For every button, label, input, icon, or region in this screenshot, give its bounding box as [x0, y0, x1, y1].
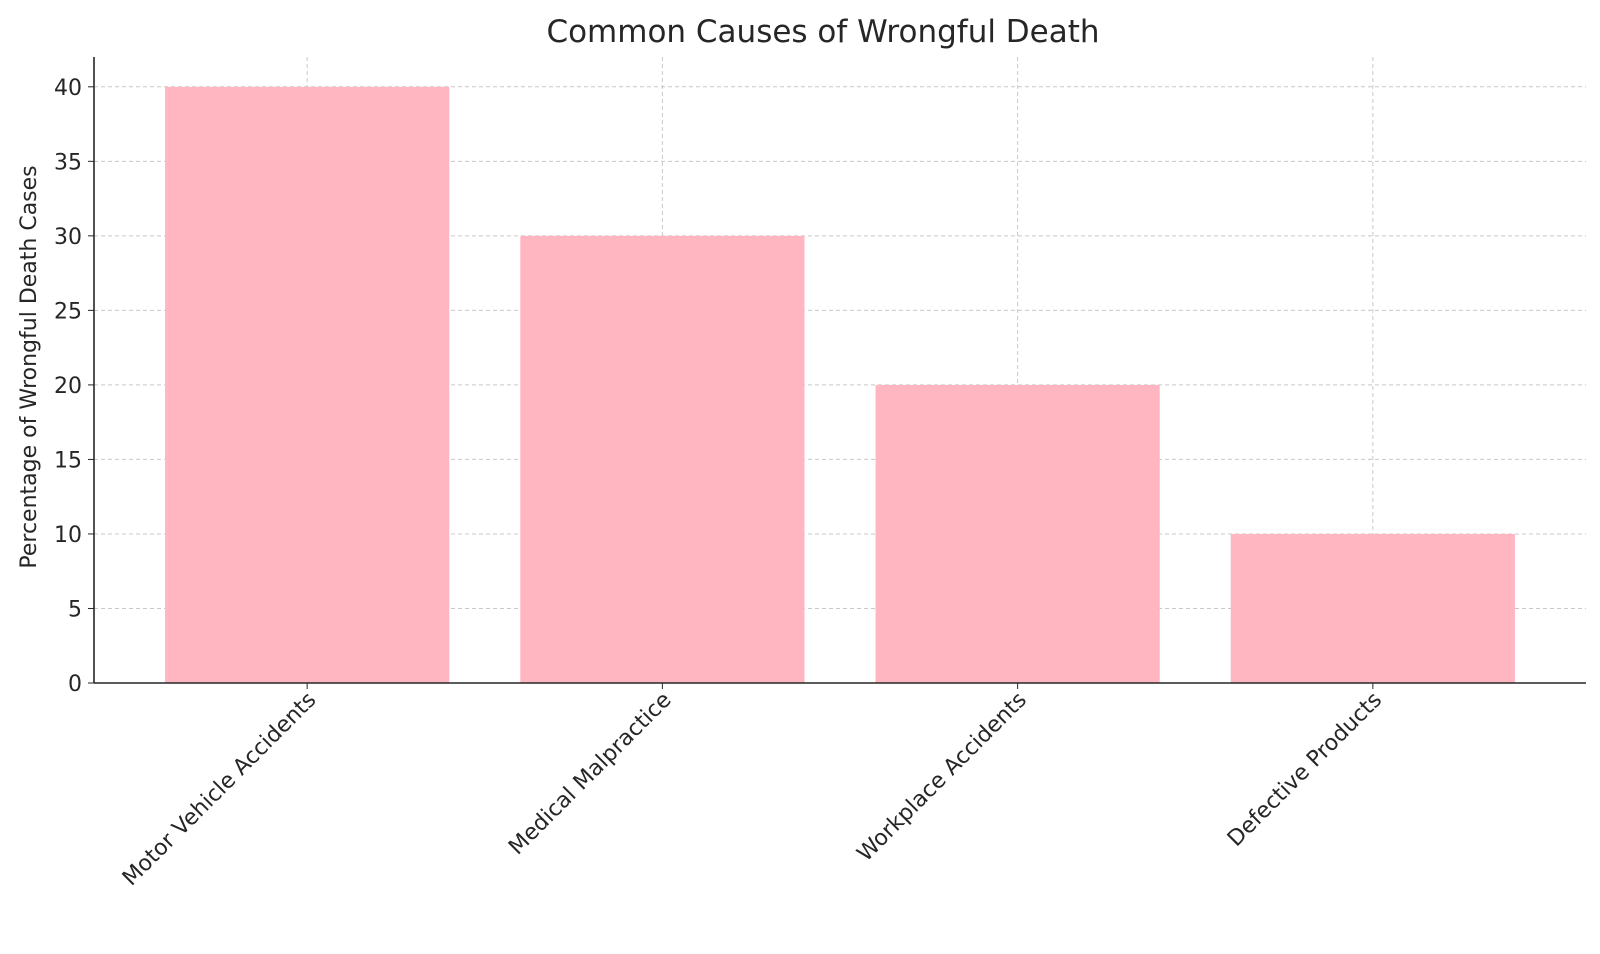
x-tick-label: Defective Products: [1223, 688, 1387, 852]
y-tick-label: 0: [68, 672, 82, 697]
y-tick-label: 15: [54, 448, 82, 473]
bar: [875, 384, 1160, 683]
y-tick-label: 5: [68, 597, 82, 622]
chart-title: Common Causes of Wrongful Death: [546, 14, 1099, 50]
y-tick-label: 40: [54, 76, 82, 101]
y-tick-label: 35: [54, 150, 82, 175]
y-tick-label: 30: [54, 225, 82, 250]
bar: [1230, 533, 1515, 683]
y-tick-label: 25: [54, 299, 82, 324]
y-tick-label: 10: [54, 523, 82, 548]
y-tick-label: 20: [54, 374, 82, 399]
y-axis-label: Percentage of Wrongful Death Cases: [17, 165, 42, 568]
x-tick-label: Motor Vehicle Accidents: [118, 688, 321, 891]
x-tick-label: Workplace Accidents: [853, 688, 1032, 867]
x-tick-label: Medical Malpractice: [504, 688, 676, 860]
bar: [165, 86, 450, 684]
bar: [520, 235, 805, 683]
